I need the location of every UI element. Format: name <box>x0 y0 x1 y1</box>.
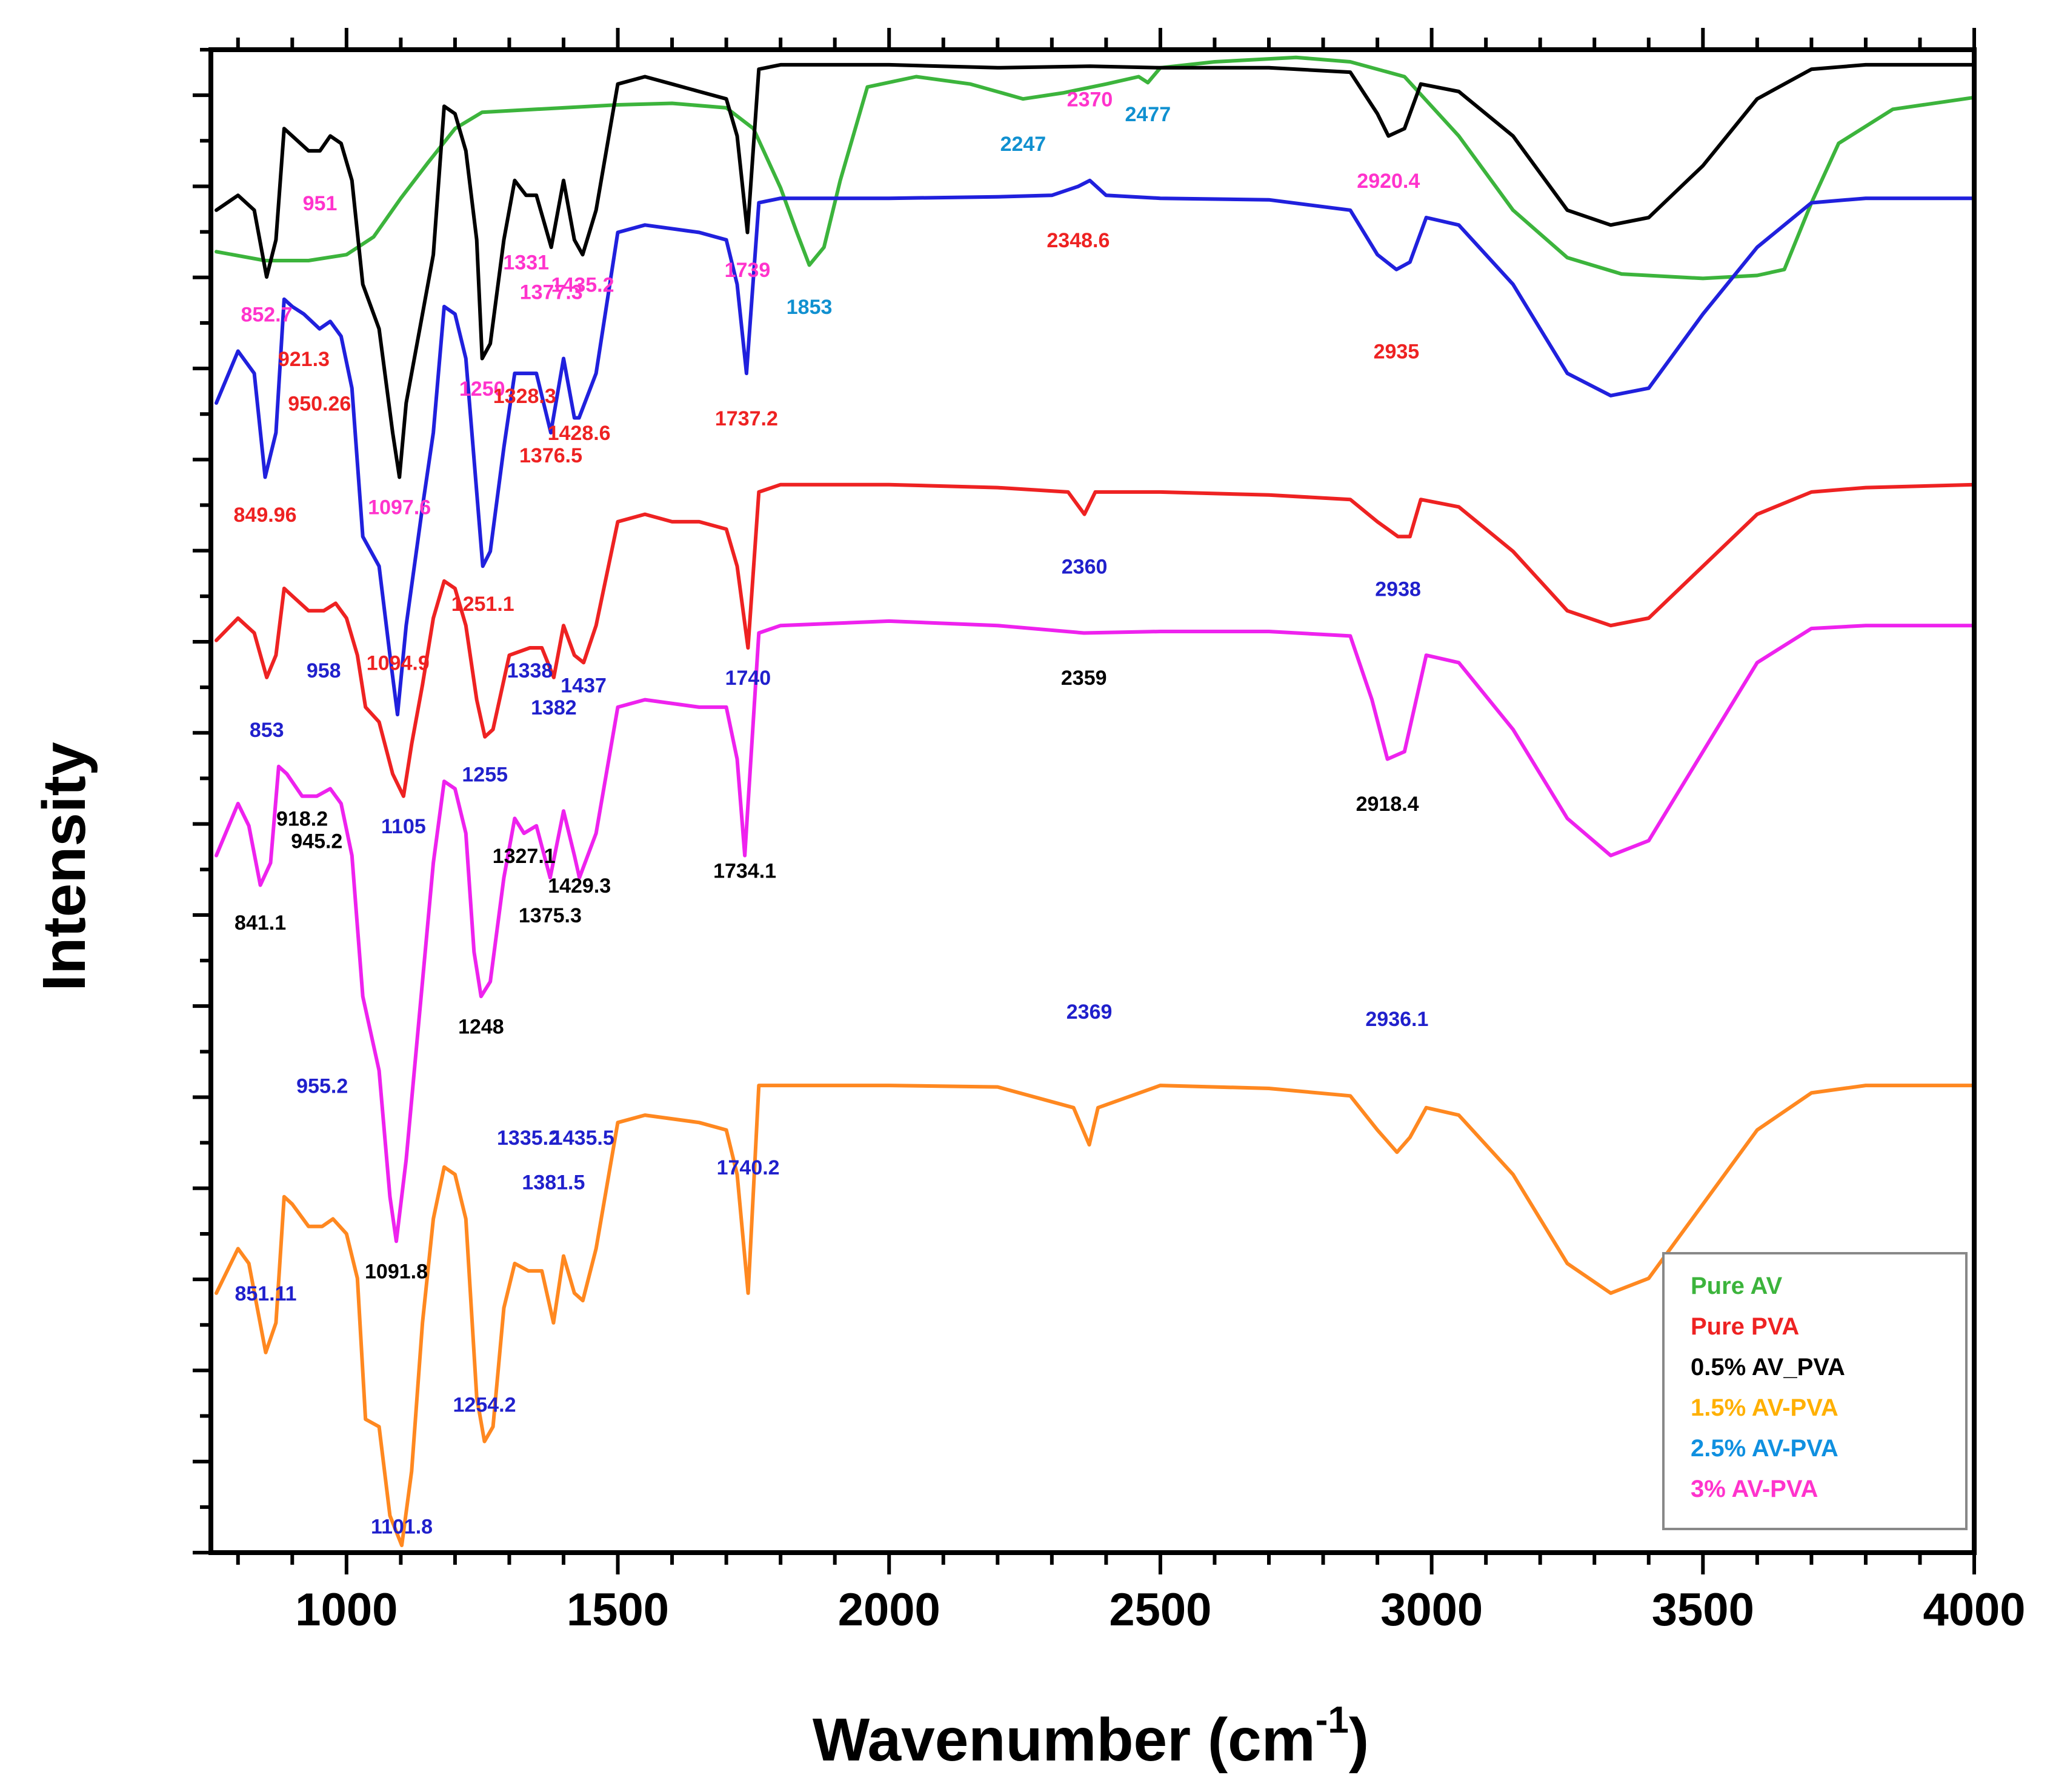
x-axis-title-main: Wavenumber (cm <box>813 1706 1316 1774</box>
peak-label: 1328.3 <box>493 385 556 408</box>
peak-label: 1250 <box>459 378 505 401</box>
legend-entry: Pure AV <box>1691 1273 1782 1299</box>
series-line-5 <box>215 1084 1976 1547</box>
peak-label: 1381.5 <box>522 1171 585 1194</box>
peak-label: 1382 <box>531 696 577 719</box>
series-line-2 <box>215 178 1976 717</box>
peak-label: 1428.6 <box>548 422 611 445</box>
peak-label: 2935 <box>1374 341 1420 364</box>
peak-label: 1327.1 <box>493 845 556 868</box>
peak-label: 1853 <box>787 296 833 319</box>
peak-label: 2936.1 <box>1365 1008 1428 1031</box>
peak-label: 841.1 <box>235 911 286 934</box>
peak-label: 2938 <box>1375 578 1421 601</box>
peak-label: 2360 <box>1062 556 1108 579</box>
peak-label: 1254.2 <box>453 1394 516 1417</box>
peak-label: 1375.3 <box>519 904 582 927</box>
peak-label: 1740.2 <box>717 1156 780 1179</box>
peak-label: 1248 <box>458 1015 504 1038</box>
peak-label: 1429.3 <box>548 874 611 898</box>
legend-entry: 3% AV-PVA <box>1691 1476 1818 1502</box>
peak-label: 1739 <box>725 259 771 282</box>
peak-label: 2348.6 <box>1046 229 1110 252</box>
legend-entry: 1.5% AV-PVA <box>1691 1394 1838 1421</box>
annotation-layer: 1853 2247 2477 2370 951 852.7 1331 1377.31435.2… <box>234 88 1429 1538</box>
series-line-1 <box>215 62 1976 479</box>
peak-label: 849.96 <box>234 504 297 527</box>
peak-label: 1435.2 <box>551 273 614 296</box>
peak-label: 852.7 <box>241 303 292 326</box>
x-tick-labels: 1000 1500 2000 2500 3000 3500 4000 <box>295 1584 2025 1636</box>
peak-label: 918.2 <box>276 808 328 831</box>
peak-label: 2920.4 <box>1357 170 1420 193</box>
peak-label: 2918.4 <box>1356 793 1419 816</box>
x-axis-title-close: ) <box>1349 1706 1369 1774</box>
peak-label: 1740 <box>725 667 771 690</box>
x-tick-label: 2000 <box>838 1584 940 1636</box>
peak-label: 1094.9 <box>367 652 430 675</box>
peak-label: 1376.5 <box>519 444 582 467</box>
peak-label: 955.2 <box>296 1074 348 1098</box>
tick-layer <box>193 28 1976 1574</box>
x-tick-label: 4000 <box>1923 1584 2025 1636</box>
legend-items: Pure AV Pure PVA 0.5% AV_PVA 1.5% AV-PVA 2.5… <box>1691 1273 1845 1502</box>
peak-label: 1091.8 <box>365 1260 428 1283</box>
peak-label: 1097.6 <box>368 496 431 519</box>
peak-label: 1437 <box>561 674 607 697</box>
peak-label: 2247 <box>1000 133 1046 156</box>
series-line-3 <box>215 482 1976 798</box>
peak-label: 1377.3 <box>520 281 583 304</box>
legend-entry: Pure PVA <box>1691 1313 1799 1340</box>
legend-entry: 2.5% AV-PVA <box>1691 1435 1838 1462</box>
peak-label: 1101.8 <box>371 1515 433 1538</box>
peak-label: 2359 <box>1061 667 1107 690</box>
x-tick-label: 3500 <box>1652 1584 1754 1636</box>
legend-entry: 0.5% AV_PVA <box>1691 1354 1845 1381</box>
peak-label: 2477 <box>1125 103 1171 126</box>
x-axis-title-superscript: -1 <box>1316 1699 1349 1741</box>
series-line-4 <box>215 619 1976 1244</box>
legend-box <box>1662 1252 1968 1530</box>
peak-label: 1737.2 <box>715 407 778 430</box>
series-layer <box>215 55 1976 1547</box>
peak-label: 958 <box>307 659 341 682</box>
peak-label: 2369 <box>1066 1001 1113 1024</box>
x-tick-label: 3000 <box>1380 1584 1483 1636</box>
peak-label: 1435.5 <box>551 1127 614 1150</box>
peak-label: 2370 <box>1067 88 1113 111</box>
x-tick-label: 1000 <box>295 1584 398 1636</box>
peak-label: 1734.1 <box>713 859 776 882</box>
x-tick-label: 2500 <box>1109 1584 1211 1636</box>
peak-label: 1105 <box>381 815 426 838</box>
peak-label: 1338 <box>507 659 553 682</box>
peak-label: 851.11 <box>235 1282 296 1305</box>
peak-label: 853 <box>250 719 284 742</box>
legend: Pure AV Pure PVA 0.5% AV_PVA 1.5% AV-PVA 2.5… <box>1662 1252 1968 1530</box>
peak-label: 1251.1 <box>451 593 514 616</box>
x-tick-label: 1500 <box>567 1584 669 1636</box>
peak-label: 1331 <box>503 251 549 275</box>
peak-label: 1255 <box>462 763 508 786</box>
peak-label: 951 <box>303 192 338 215</box>
peak-label: 950.26 <box>288 392 351 415</box>
peak-label: 1335.2 <box>497 1127 560 1150</box>
plot-frame <box>208 47 1977 1555</box>
y-axis-title: Intensity <box>30 742 98 991</box>
peak-label: 945.2 <box>291 830 342 853</box>
peak-label: 921.3 <box>278 348 330 371</box>
x-axis-title: Wavenumber (cm-1) <box>813 1699 1369 1774</box>
